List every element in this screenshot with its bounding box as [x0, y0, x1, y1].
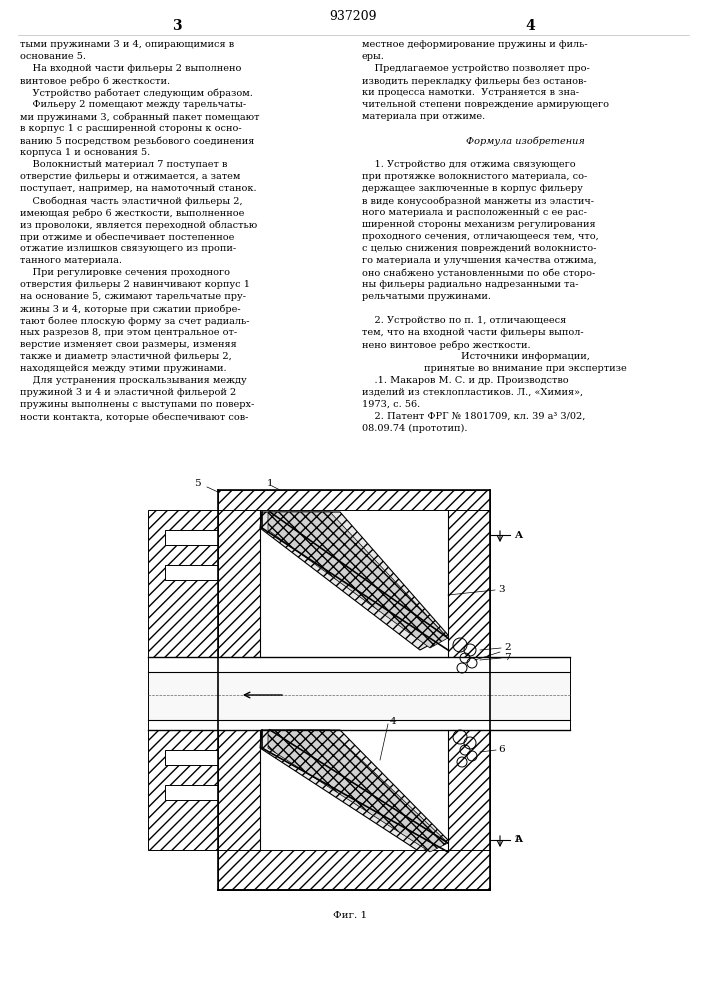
Text: Формула изобретения: Формула изобретения [466, 136, 585, 145]
Text: находящейся между этими пружинами.: находящейся между этими пружинами. [20, 364, 227, 373]
Text: 4: 4 [390, 718, 397, 726]
Text: 1. Устройство для отжима связующего: 1. Устройство для отжима связующего [362, 160, 575, 169]
Text: Источники информации,: Источники информации, [460, 352, 590, 361]
Text: 2. Патент ФРГ № 1801709, кл. 39 а³ 3/02,: 2. Патент ФРГ № 1801709, кл. 39 а³ 3/02, [362, 412, 585, 421]
Polygon shape [260, 512, 448, 650]
Text: 937209: 937209 [329, 9, 377, 22]
Text: ширенной стороны механизм регулирования: ширенной стороны механизм регулирования [362, 220, 595, 229]
Bar [218, 850, 490, 890]
Text: на основание 5, сжимают тарельчатые пру-: на основание 5, сжимают тарельчатые пру- [20, 292, 246, 301]
Text: тыми пружинами 3 и 4, опирающимися в: тыми пружинами 3 и 4, опирающимися в [20, 40, 234, 49]
Text: Предлагаемое устройство позволяет про-: Предлагаемое устройство позволяет про- [362, 64, 590, 73]
Text: в виде конусообразной манжеты из эластич-: в виде конусообразной манжеты из эластич… [362, 196, 594, 206]
Polygon shape [148, 730, 218, 850]
Text: Устройство работает следующим образом.: Устройство работает следующим образом. [20, 88, 253, 98]
Text: принятые во внимание при экспертизе: принятые во внимание при экспертизе [423, 364, 626, 373]
Text: отжатие излишков связующего из пропи-: отжатие излишков связующего из пропи- [20, 244, 236, 253]
Text: нено винтовое ребро жесткости.: нено винтовое ребро жесткости. [362, 340, 531, 350]
Text: проходного сечения, отличающееся тем, что,: проходного сечения, отличающееся тем, чт… [362, 232, 599, 241]
Text: ны фильеры радиально надрезанными та-: ны фильеры радиально надрезанными та- [362, 280, 578, 289]
Text: отверстие фильеры и отжимается, а затем: отверстие фильеры и отжимается, а затем [20, 172, 240, 181]
Text: .1. Макаров М. С. и др. Производство: .1. Макаров М. С. и др. Производство [362, 376, 568, 385]
Text: 1: 1 [267, 479, 274, 488]
Text: при отжиме и обеспечивает постепенное: при отжиме и обеспечивает постепенное [20, 232, 235, 241]
Text: поступает, например, на намоточный станок.: поступает, например, на намоточный стано… [20, 184, 257, 193]
Text: жины 3 и 4, которые при сжатии приобре-: жины 3 и 4, которые при сжатии приобре- [20, 304, 240, 314]
Text: 5: 5 [194, 479, 200, 488]
Text: го материала и улучшения качества отжима,: го материала и улучшения качества отжима… [362, 256, 597, 265]
Text: ки процесса намотки.  Устраняется в зна-: ки процесса намотки. Устраняется в зна- [362, 88, 579, 97]
Text: винтовое ребро 6 жесткости.: винтовое ребро 6 жесткости. [20, 76, 170, 86]
Bar [218, 730, 260, 850]
Bar [448, 730, 490, 850]
Text: танного материала.: танного материала. [20, 256, 122, 265]
Text: изводить перекладку фильеры без останов-: изводить перекладку фильеры без останов- [362, 76, 587, 86]
Text: пружины выполнены с выступами по поверх-: пружины выполнены с выступами по поверх- [20, 400, 255, 409]
Text: 3: 3 [173, 19, 182, 33]
Text: чительной степени повреждение армирующего: чительной степени повреждение армирующег… [362, 100, 609, 109]
Text: тают более плоскую форму за счет радиаль-: тают более плоскую форму за счет радиаль… [20, 316, 250, 326]
Polygon shape [260, 730, 448, 852]
Text: держащее заключенные в корпус фильеру: держащее заключенные в корпус фильеру [362, 184, 583, 193]
Text: 4: 4 [525, 19, 535, 33]
Text: рельчатыми пружинами.: рельчатыми пружинами. [362, 292, 491, 301]
Text: A: A [514, 530, 522, 540]
Text: при протяжке волокнистого материала, со-: при протяжке волокнистого материала, со- [362, 172, 588, 181]
Text: тем, что на входной части фильеры выпол-: тем, что на входной части фильеры выпол- [362, 328, 583, 337]
Text: 2. Устройство по п. 1, отличающееся: 2. Устройство по п. 1, отличающееся [362, 316, 566, 325]
Text: 6: 6 [498, 746, 505, 754]
Text: 1: 1 [514, 836, 520, 844]
Text: ного материала и расположенный с ее рас-: ного материала и расположенный с ее рас- [362, 208, 587, 217]
Text: 7: 7 [504, 654, 510, 662]
Text: верстие изменяет свои размеры, изменяя: верстие изменяет свои размеры, изменяя [20, 340, 237, 349]
Text: При регулировке сечения проходного: При регулировке сечения проходного [20, 268, 230, 277]
Text: ванию 5 посредством резьбового соединения: ванию 5 посредством резьбового соединени… [20, 136, 255, 145]
Text: материала при отжиме.: материала при отжиме. [362, 112, 485, 121]
Text: с целью снижения повреждений волокнисто-: с целью снижения повреждений волокнисто- [362, 244, 597, 253]
Bar [218, 510, 260, 660]
Text: Для устранения проскальзывания между: Для устранения проскальзывания между [20, 376, 247, 385]
Bar [260, 730, 448, 850]
Text: оно снабжено установленными по обе сторо-: оно снабжено установленными по обе сторо… [362, 268, 595, 277]
Text: основание 5.: основание 5. [20, 52, 86, 61]
Bar [218, 490, 490, 510]
Text: 3: 3 [498, 585, 505, 594]
Bar [260, 510, 448, 657]
Text: 08.09.74 (прототип).: 08.09.74 (прототип). [362, 424, 467, 433]
Text: Волокнистый материал 7 поступает в: Волокнистый материал 7 поступает в [20, 160, 228, 169]
Text: 1973, с. 56.: 1973, с. 56. [362, 400, 420, 409]
Bar [148, 720, 570, 730]
Text: На входной части фильеры 2 выполнено: На входной части фильеры 2 выполнено [20, 64, 241, 73]
Text: из проволоки, является переходной областью: из проволоки, является переходной област… [20, 220, 257, 230]
Text: A: A [514, 836, 522, 844]
Polygon shape [268, 512, 448, 648]
Text: еры.: еры. [362, 52, 385, 61]
Text: ных разрезов 8, при этом центральное от-: ных разрезов 8, при этом центральное от- [20, 328, 237, 337]
Text: местное деформирование пружины и филь-: местное деформирование пружины и филь- [362, 40, 588, 49]
Polygon shape [268, 730, 448, 852]
Bar [148, 672, 570, 720]
Text: 2: 2 [504, 644, 510, 652]
Text: имеющая ребро 6 жесткости, выполненное: имеющая ребро 6 жесткости, выполненное [20, 208, 245, 218]
Text: Свободная часть эластичной фильеры 2,: Свободная часть эластичной фильеры 2, [20, 196, 243, 206]
Text: Фильеру 2 помещают между тарельчаты-: Фильеру 2 помещают между тарельчаты- [20, 100, 246, 109]
Bar [448, 510, 490, 660]
Polygon shape [148, 510, 218, 660]
Bar [148, 657, 570, 672]
Text: ми пружинами 3, собранный пакет помещают: ми пружинами 3, собранный пакет помещают [20, 112, 259, 121]
Text: изделий из стеклопластиков. Л., «Химия»,: изделий из стеклопластиков. Л., «Химия», [362, 388, 583, 397]
Text: корпуса 1 и основания 5.: корпуса 1 и основания 5. [20, 148, 151, 157]
Text: отверстия фильеры 2 навинчивают корпус 1: отверстия фильеры 2 навинчивают корпус 1 [20, 280, 250, 289]
Text: также и диаметр эластичной фильеры 2,: также и диаметр эластичной фильеры 2, [20, 352, 232, 361]
Text: ности контакта, которые обеспечивают сов-: ности контакта, которые обеспечивают сов… [20, 412, 248, 422]
Text: в корпус 1 с расширенной стороны к осно-: в корпус 1 с расширенной стороны к осно- [20, 124, 242, 133]
Text: Фиг. 1: Фиг. 1 [333, 910, 367, 920]
Text: пружиной 3 и 4 и эластичной фильерой 2: пружиной 3 и 4 и эластичной фильерой 2 [20, 388, 236, 397]
